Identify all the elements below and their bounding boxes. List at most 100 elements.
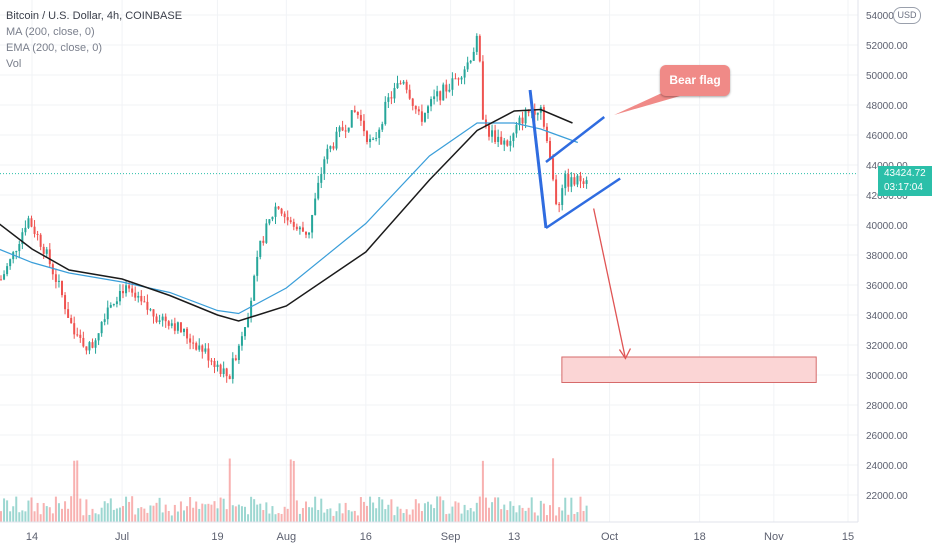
volume-bar [430,504,433,522]
volume-bar [54,496,57,522]
x-tick-label: 16 [360,531,372,543]
volume-bar [503,504,506,522]
candle-body [549,140,551,159]
candle-body [122,291,124,294]
candle-body [329,146,332,149]
volume-bar [219,497,222,522]
candle-body [411,98,414,106]
callout-pointer [614,92,680,115]
price-axis: 22000.00 24000.00 26000.00 28000.00 30000.00… [857,0,908,522]
volume-bar [527,507,530,522]
volume-bar [491,502,494,522]
volume-bar [140,507,143,522]
volume-bar [555,515,558,522]
volume-bar [384,509,387,522]
legend-symbol[interactable]: Bitcoin / U.S. Dollar, 4h, COINBASE [6,10,183,22]
candle-body [323,159,326,175]
volume-bar [549,505,551,522]
volume-bar [70,496,73,522]
y-tick-label: 36000.00 [866,281,908,292]
candle-body [503,140,506,145]
candle-body [524,110,527,124]
candle-body [76,334,79,336]
volume-bar [91,508,94,522]
candle-body [64,295,67,310]
candle-body [73,323,76,335]
candle-body [225,368,228,377]
candle-body [100,321,103,334]
volume-bar [326,509,329,522]
candle-body [405,81,408,90]
volume-bar [369,496,372,522]
candle-body [189,338,192,343]
x-tick-label: 19 [211,531,223,543]
candle-body [256,256,259,276]
candle-body [359,115,362,121]
volume-bar [183,510,185,522]
volume-bar [103,501,106,522]
volume-bar [42,503,45,522]
x-tick-label: Nov [764,531,784,543]
candle-body [85,346,88,351]
volume-bar [329,508,332,522]
candle-body [387,97,390,102]
volume-bar [67,508,70,522]
target-arrow [593,208,627,359]
chart-grid [0,0,858,522]
candle-body [173,323,176,331]
candle-body [561,188,564,205]
y-tick-label: 28000.00 [866,401,908,412]
y-tick-label: 22000.00 [866,491,908,502]
legend-ma[interactable]: MA (200, close, 0) [6,26,95,38]
volume-bar [9,511,12,522]
candle-body [27,218,30,228]
candle-body [362,120,365,132]
bear-flag-callout[interactable]: Bear flag [660,65,730,96]
volume-bar [500,509,503,522]
legend-vol[interactable]: Vol [6,58,22,70]
candle-body [332,146,335,149]
y-tick-label: 42000.00 [866,191,908,202]
volume-bar [457,502,460,522]
volume-bar [460,513,463,522]
volume-bar [6,500,9,522]
volume-bar [472,511,475,522]
candle-body [375,137,378,139]
candle-body [140,295,143,302]
volume-bar [204,504,207,522]
volume-bar [213,501,216,522]
volume-bar [433,508,436,522]
candle-body [250,300,253,318]
candle-body [70,317,73,324]
candle-body [186,328,189,339]
candle-body [430,99,433,107]
candle-body [472,51,475,61]
candle-body [231,358,234,379]
candle-body [204,348,207,352]
candle-body [213,360,216,367]
legend-ema[interactable]: EMA (200, close, 0) [6,42,102,54]
volume-bar [481,460,484,522]
volume-bar [408,514,411,522]
candle-body [427,106,429,113]
candle-body [24,227,27,233]
candle-body [195,343,198,350]
candle-body [219,364,222,375]
candle-body [488,125,490,137]
currency-button[interactable]: USD [893,7,921,24]
candle-body [372,138,375,140]
candle-body [515,125,518,134]
volume-bar [265,502,268,522]
candle-body [478,35,481,62]
candle-body [399,83,402,85]
x-tick-label: 15 [842,531,854,543]
volume-bar [292,460,295,522]
volume-bar [64,501,67,522]
volume-bar [436,496,439,522]
volume-bar [207,503,210,522]
candle-body [18,244,21,252]
volume-bar [51,513,54,522]
volume-bar [497,497,500,522]
candle-body [506,140,509,146]
